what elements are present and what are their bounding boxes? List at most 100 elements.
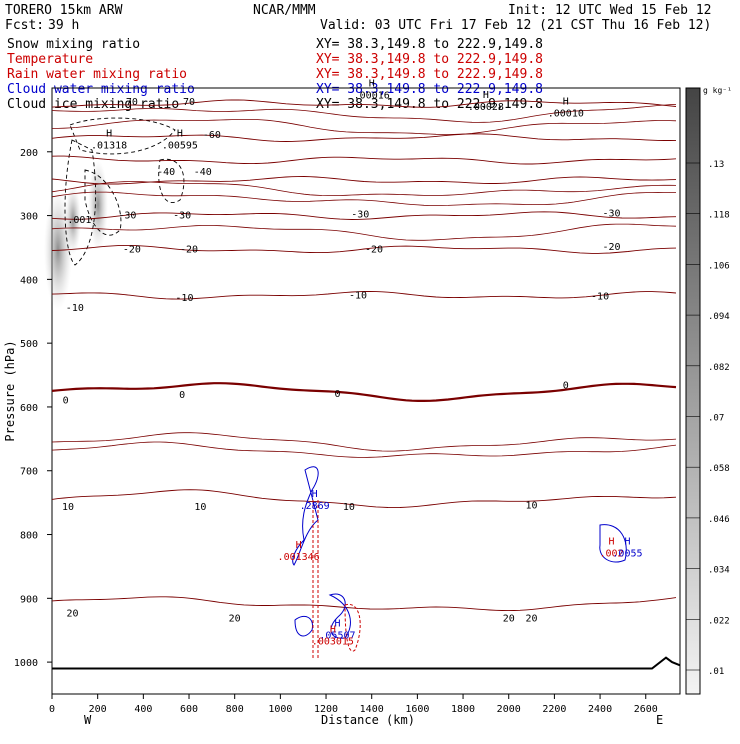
snow-contour-2	[84, 169, 122, 236]
temp-contour--30	[51, 211, 677, 220]
max-value-7: .05507	[319, 630, 355, 641]
x-tick-label-2000: 2000	[497, 704, 521, 715]
colorbar-ticks: .13 .118 .106 .094 .082 .07 .058 .046 .034 .022 .0…	[686, 160, 730, 677]
init-time: Init: 12 UTC Wed 15 Feb 12	[508, 3, 712, 18]
temp-contour-0	[51, 382, 677, 402]
legend-cloud-water: Cloud water mixing ratio	[7, 82, 195, 97]
temp-label-25: 20	[67, 608, 79, 619]
temp-label-15: -10	[349, 291, 367, 302]
x-tick-label-200: 200	[89, 704, 107, 715]
y-tick-label-900: 900	[20, 594, 38, 605]
x-axis-label: Distance (km)	[321, 713, 415, 727]
org-title: NCAR/MMM	[253, 3, 316, 18]
legend-snow-xy: XY= 38.3,149.8 to 222.9,149.8	[316, 37, 543, 52]
max-letter-1: H	[177, 128, 183, 139]
legend: Snow mixing ratio XY= 38.3,149.8 to 222.…	[7, 37, 543, 112]
valid-time: Valid: 03 UTC Fri 17 Feb 12 (21 CST Thu …	[320, 18, 711, 33]
max-value-4: .00010	[548, 109, 584, 120]
x-tick-label-1600: 1600	[405, 704, 429, 715]
plot-frame	[51, 87, 681, 695]
cloud-contour-6	[344, 603, 361, 652]
model-title: TORERO 15km ARW	[5, 3, 123, 18]
x-tick-label-400: 400	[134, 704, 152, 715]
fcst-label: Fcst:	[5, 18, 44, 33]
temp-contour-extra-0	[51, 104, 677, 123]
temp-label-3: -40	[157, 167, 175, 178]
max-letter-5: H	[312, 489, 318, 500]
temp-contour--60	[51, 133, 677, 142]
max-letter-9: H	[608, 537, 614, 548]
x-axis-left-end: W	[84, 713, 92, 727]
max-letter-10: H	[624, 537, 630, 548]
temp-label-19: 0	[334, 389, 340, 400]
legend-snow: Snow mixing ratio	[7, 37, 140, 52]
cloud-contour-3	[599, 524, 627, 563]
max-value-6: .001346	[278, 552, 320, 563]
snow-contours	[64, 117, 185, 266]
colorbar-label-10: .01	[708, 667, 724, 677]
max-value-0: .01318	[91, 140, 127, 151]
max-letter-0: H	[106, 128, 112, 139]
temp-label-5: -30	[118, 210, 136, 221]
colorbar-unit: g kg⁻¹	[703, 86, 732, 95]
temp-label-14: -10	[175, 293, 193, 304]
x-tick-label-2400: 2400	[588, 704, 612, 715]
temp-label-10: -20	[180, 245, 198, 256]
temp-contour-extra-3	[51, 191, 676, 206]
x-axis-right-end: E	[656, 713, 663, 727]
legend-temperature-xy: XY= 38.3,149.8 to 222.9,149.8	[316, 52, 543, 67]
max-letter-3: H	[483, 90, 489, 101]
max-letter-2: H	[369, 79, 375, 90]
temp-contour--20	[51, 244, 677, 254]
y-tick-label-300: 300	[20, 212, 38, 223]
colorbar-label-1: .118	[708, 211, 730, 221]
x-tick-label-600: 600	[180, 704, 198, 715]
max-letter-6: H	[296, 540, 302, 551]
x-tick-label-2600: 2600	[634, 704, 658, 715]
snow-blob-1	[88, 160, 108, 250]
y-tick-label-600: 600	[20, 403, 38, 414]
temp-label-22: 10	[194, 502, 206, 513]
colorbar-label-4: .082	[708, 363, 730, 373]
max-value-2: .00016	[354, 91, 390, 102]
snow-value-label: .001	[67, 215, 91, 226]
x-tick-label-2200: 2200	[542, 704, 566, 715]
cloud-contour-0	[292, 466, 319, 566]
temp-contour--10	[51, 291, 677, 300]
y-tick-label-1000: 1000	[14, 658, 38, 669]
max-letter-4: H	[563, 97, 569, 108]
x-tick-label-1000: 1000	[268, 704, 292, 715]
snow-contour-0	[69, 117, 176, 155]
temp-label-2: -60	[203, 130, 221, 141]
temp-contour-20	[51, 596, 677, 612]
temp-label-9: -20	[123, 245, 141, 256]
max-value-5: .2869	[300, 501, 330, 512]
legend-cloud-ice-xy: XY= 38.3,149.8 to 222.9,149.8	[316, 97, 543, 112]
max-value-9: .002	[599, 549, 623, 560]
temp-label-26: 20	[229, 613, 241, 624]
y-tick-label-700: 700	[20, 467, 38, 478]
colorbar	[685, 87, 701, 695]
x-tick-label-800: 800	[226, 704, 244, 715]
colorbar-label-7: .046	[708, 515, 730, 525]
temp-label-28: 20	[526, 613, 538, 624]
temp-label-16: -10	[591, 291, 609, 302]
max-value-3: .00028	[468, 102, 504, 113]
temp-label-11: -20	[365, 245, 383, 256]
temp-contour-extra-5	[51, 432, 677, 452]
cloud-rain-contours	[292, 466, 627, 660]
max-letter-7: H	[334, 618, 340, 629]
temperature-labels: 70 70 -60 -40 -40 -30 -30 -30 -30 -20 -20 -20 -20 -10…	[62, 97, 621, 625]
colorbar-label-8: .034	[708, 566, 730, 576]
ground-line	[52, 656, 681, 670]
y-tick-label-500: 500	[20, 339, 38, 350]
snow-contour-1	[64, 139, 97, 266]
snow-blob-2	[65, 185, 81, 255]
colorbar-label-6: .058	[708, 464, 730, 474]
snow-contour-3	[158, 158, 185, 203]
temp-label-12: -20	[602, 242, 620, 253]
temp-contour-10	[51, 489, 677, 509]
legend-rain: Rain water mixing ratio	[7, 67, 187, 82]
